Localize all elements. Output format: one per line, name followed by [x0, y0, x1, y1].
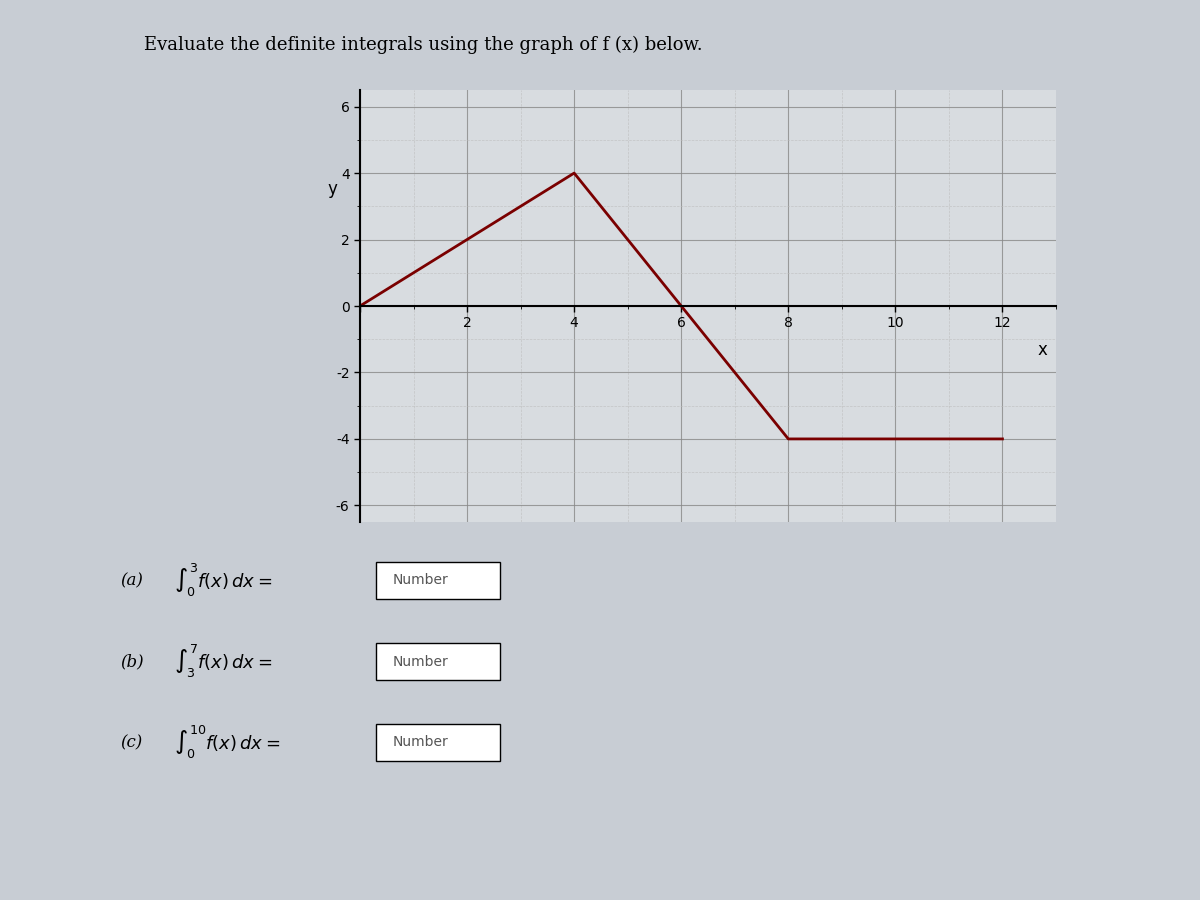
Text: Evaluate the definite integrals using the graph of f (x) below.: Evaluate the definite integrals using th… — [144, 36, 703, 54]
Text: $\int_0^{10} f(x)\,dx =$: $\int_0^{10} f(x)\,dx =$ — [174, 724, 281, 761]
Text: (b): (b) — [120, 653, 144, 670]
Text: Number: Number — [392, 735, 448, 750]
FancyBboxPatch shape — [376, 724, 500, 761]
Text: (a): (a) — [120, 572, 143, 589]
Y-axis label: y: y — [328, 180, 337, 198]
Text: $\int_0^3 f(x)\,dx =$: $\int_0^3 f(x)\,dx =$ — [174, 562, 272, 599]
Text: Number: Number — [392, 573, 448, 588]
FancyBboxPatch shape — [376, 562, 500, 599]
Text: (c): (c) — [120, 734, 143, 751]
Text: Number: Number — [392, 654, 448, 669]
X-axis label: x: x — [1037, 340, 1048, 358]
FancyBboxPatch shape — [376, 643, 500, 680]
Text: $\int_3^7 f(x)\,dx =$: $\int_3^7 f(x)\,dx =$ — [174, 643, 272, 680]
